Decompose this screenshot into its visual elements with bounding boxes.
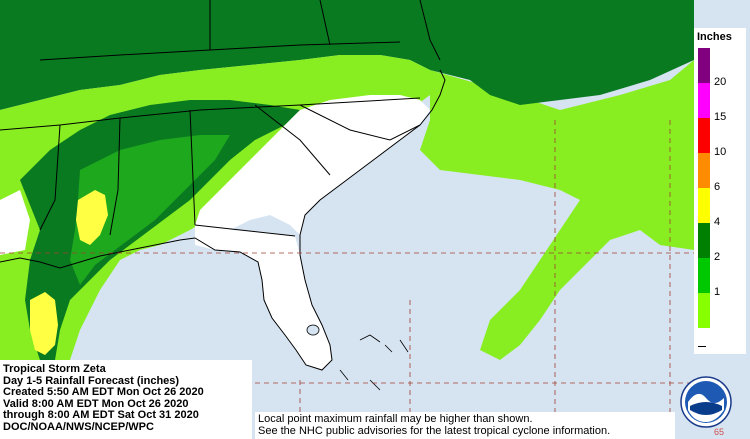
legend-swatch-15 [698, 83, 710, 118]
legend-swatch-4 [698, 188, 710, 223]
disclaimer-box: Local point maximum rainfall may be high… [255, 412, 675, 439]
boundary-ga-sc [254, 104, 331, 176]
legend-label-1: 1 [714, 286, 721, 298]
island-3 [399, 339, 409, 353]
island-2 [384, 344, 393, 353]
dry-land-texas [0, 190, 30, 255]
lake-okeechobee [306, 324, 320, 336]
dry-land-georgia-carolinas [195, 95, 430, 235]
boundary-line-1 [0, 97, 421, 131]
legend-label-2: 2 [714, 251, 721, 263]
rain-4-6-gulf [30, 292, 58, 355]
legend-label-15: 15 [714, 111, 727, 123]
legend-label-10: 10 [714, 146, 727, 158]
corner-number: 65 [714, 427, 725, 437]
noaa-logo-icon [680, 376, 732, 428]
legend-label-6: 6 [714, 181, 721, 193]
atlantic-rain-light [420, 60, 694, 360]
legend-swatch-10 [698, 118, 710, 153]
legend-label-20: 20 [714, 76, 727, 88]
boundary-al-ga [189, 109, 196, 226]
core-rain-1-2 [70, 135, 230, 285]
disclaimer-line-1: Local point maximum rainfall may be high… [258, 413, 533, 425]
state-boundaries [0, 0, 441, 237]
agency-credit: DOC/NOAA/NWS/NCEP/WPC [3, 420, 154, 433]
legend-label-4: 4 [714, 216, 721, 228]
coastline [0, 69, 446, 371]
rain-4-6-alabama [76, 190, 108, 245]
boundary-fl [194, 224, 296, 237]
legend-swatch-2 [698, 223, 710, 258]
boundary-north-3 [419, 0, 441, 61]
disclaimer-line-2: See the NHC public advisories for the la… [258, 425, 611, 437]
island-5 [369, 379, 381, 391]
storm-name: Tropical Storm Zeta [3, 363, 106, 375]
dry-land-florida [195, 225, 332, 370]
bahamas [339, 334, 409, 391]
legend-swatch-6 [698, 153, 710, 188]
rainfall-legend: Inches 20 15 10 6 4 2 1 [694, 28, 746, 354]
product-title: Day 1-5 Rainfall Forecast (inches) [3, 374, 180, 387]
legend-swatch-1 [698, 258, 710, 293]
legend-swatch-20 [698, 48, 710, 83]
boundary-ms-al [109, 117, 121, 236]
legend-bottom-tick [698, 346, 706, 347]
logo-wave [690, 402, 722, 415]
island-4 [339, 369, 349, 381]
forecast-info-box: Tropical Storm Zeta Day 1-5 Rainfall For… [0, 360, 252, 439]
created-time: Created 5:50 AM EDT Mon Oct 26 2020 [3, 386, 204, 399]
through-time: through 8:00 AM EDT Sat Oct 31 2020 [3, 409, 199, 422]
island-1 [359, 334, 381, 343]
boundary-nc-sc [299, 104, 421, 141]
boundary-north-2 [319, 0, 331, 46]
legend-swatch-min [698, 293, 710, 328]
boundary-la-ms [39, 124, 61, 231]
atlantic-rain-patch [600, 140, 694, 230]
legend-title: Inches [697, 31, 732, 43]
valid-time: Valid 8:00 AM EDT Mon Oct 26 2020 [3, 397, 189, 410]
